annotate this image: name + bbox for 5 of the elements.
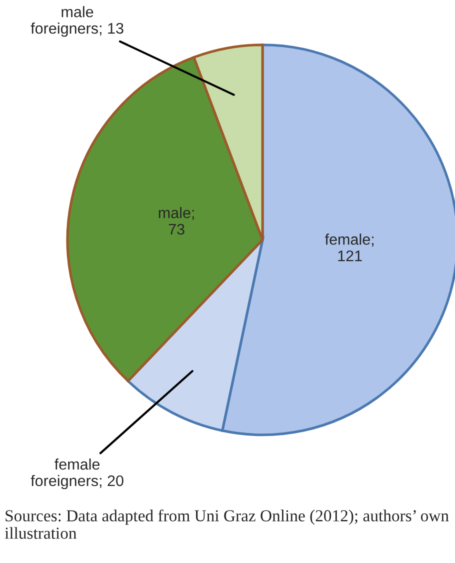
data-label: female; 121 [324,234,374,262]
data-label: male; 73 [158,207,194,235]
data-label: female foreigners; 20 [30,458,124,490]
data-label: male foreigners; 13 [30,6,124,37]
source-note: Sources: Data adapted from Uni Graz Online (2012); authors’ own illustration [4,510,449,539]
